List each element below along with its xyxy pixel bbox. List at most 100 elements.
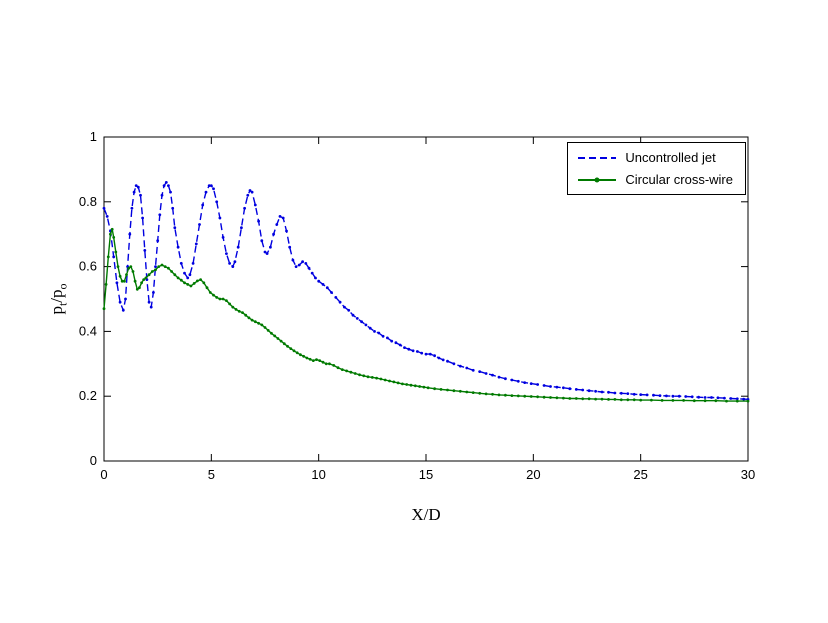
series-marker-0 bbox=[600, 390, 604, 394]
series-marker-0 bbox=[102, 206, 106, 210]
series-marker-0 bbox=[536, 383, 539, 386]
series-marker-1 bbox=[237, 309, 241, 313]
series-marker-0 bbox=[278, 215, 282, 218]
series-marker-1 bbox=[212, 293, 215, 297]
series-marker-1 bbox=[353, 372, 357, 375]
series-marker-1 bbox=[138, 286, 141, 290]
series-marker-0 bbox=[169, 190, 172, 194]
series-marker-0 bbox=[334, 296, 338, 299]
series-marker-0 bbox=[420, 351, 424, 355]
series-marker-0 bbox=[568, 387, 572, 391]
series-marker-0 bbox=[269, 245, 272, 249]
series-marker-0 bbox=[275, 223, 279, 226]
x-tick-label: 5 bbox=[208, 467, 215, 482]
series-marker-1 bbox=[125, 273, 128, 277]
series-marker-0 bbox=[510, 378, 514, 382]
series-marker-0 bbox=[130, 206, 134, 210]
series-marker-0 bbox=[105, 215, 109, 218]
series-marker-0 bbox=[684, 395, 688, 398]
series-marker-1 bbox=[703, 399, 707, 403]
series-marker-0 bbox=[386, 336, 389, 340]
series-marker-0 bbox=[355, 317, 359, 320]
series-marker-1 bbox=[401, 382, 404, 386]
series-marker-0 bbox=[742, 397, 746, 401]
series-marker-0 bbox=[231, 265, 235, 268]
series-marker-0 bbox=[581, 388, 585, 392]
series-marker-0 bbox=[697, 395, 700, 399]
series-marker-0 bbox=[390, 339, 394, 343]
series-marker-0 bbox=[735, 397, 739, 401]
series-marker-0 bbox=[403, 346, 406, 349]
series-marker-1 bbox=[362, 374, 366, 378]
series-marker-0 bbox=[652, 393, 655, 397]
series-marker-0 bbox=[729, 397, 733, 400]
x-tick-label: 10 bbox=[311, 467, 325, 482]
series-marker-1 bbox=[484, 392, 488, 396]
series-marker-0 bbox=[209, 184, 213, 188]
series-marker-1 bbox=[273, 334, 277, 338]
series-marker-1 bbox=[349, 370, 353, 374]
series-marker-1 bbox=[305, 356, 309, 360]
series-marker-1 bbox=[388, 379, 391, 383]
series-marker-0 bbox=[124, 297, 127, 301]
legend-marker-dot bbox=[594, 177, 600, 182]
series-marker-0 bbox=[257, 219, 260, 223]
series-marker-1 bbox=[196, 279, 199, 283]
legend-item-circular-cross-wire: Circular cross-wire bbox=[578, 172, 733, 187]
series-marker-1 bbox=[510, 394, 514, 397]
series-marker-0 bbox=[574, 388, 578, 391]
series-marker-1 bbox=[131, 270, 135, 273]
series-marker-1 bbox=[179, 278, 183, 282]
series-marker-1 bbox=[147, 273, 151, 277]
series-marker-1 bbox=[392, 380, 396, 384]
series-marker-1 bbox=[250, 318, 254, 322]
series-marker-1 bbox=[516, 394, 520, 398]
series-marker-0 bbox=[207, 184, 211, 188]
series-marker-0 bbox=[143, 249, 147, 252]
series-marker-0 bbox=[304, 262, 308, 265]
series-marker-1 bbox=[189, 284, 193, 288]
series-marker-1 bbox=[555, 396, 559, 400]
series-marker-0 bbox=[428, 352, 432, 356]
series-marker-1 bbox=[626, 398, 630, 402]
series-marker-1 bbox=[452, 389, 456, 393]
series-marker-0 bbox=[446, 359, 449, 363]
x-tick-label: 30 bbox=[741, 467, 755, 482]
series-marker-1 bbox=[260, 323, 264, 327]
series-marker-1 bbox=[170, 270, 174, 273]
series-marker-1 bbox=[295, 351, 299, 355]
series-marker-0 bbox=[710, 396, 713, 399]
series-marker-0 bbox=[433, 354, 436, 358]
series-marker-0 bbox=[416, 350, 419, 353]
y-label-p1: p bbox=[47, 306, 66, 315]
series-marker-0 bbox=[191, 262, 195, 265]
series-marker-0 bbox=[160, 193, 164, 197]
series-marker-1 bbox=[446, 388, 449, 392]
series-marker-0 bbox=[236, 245, 240, 249]
series-marker-1 bbox=[183, 281, 186, 285]
series-marker-1 bbox=[639, 398, 643, 402]
series-marker-1 bbox=[529, 395, 533, 398]
series-marker-1 bbox=[225, 299, 228, 302]
series-marker-0 bbox=[212, 187, 215, 191]
series-marker-0 bbox=[471, 368, 475, 372]
series-marker-1 bbox=[114, 250, 118, 254]
series-marker-0 bbox=[360, 320, 363, 324]
series-marker-0 bbox=[218, 216, 222, 220]
series-marker-1 bbox=[318, 359, 322, 362]
series-marker-1 bbox=[228, 302, 232, 306]
series-marker-0 bbox=[164, 181, 168, 184]
series-marker-1 bbox=[497, 393, 501, 397]
series-marker-0 bbox=[167, 184, 170, 188]
series-marker-0 bbox=[338, 300, 342, 304]
series-marker-1 bbox=[192, 282, 196, 285]
series-marker-1 bbox=[123, 279, 126, 283]
series-marker-1 bbox=[247, 316, 251, 320]
series-marker-0 bbox=[288, 245, 292, 249]
series-marker-1 bbox=[536, 395, 539, 399]
series-marker-1 bbox=[735, 399, 739, 403]
x-tick-label: 20 bbox=[526, 467, 540, 482]
series-marker-1 bbox=[549, 396, 552, 399]
series-marker-1 bbox=[332, 364, 336, 367]
series-marker-1 bbox=[286, 344, 289, 348]
